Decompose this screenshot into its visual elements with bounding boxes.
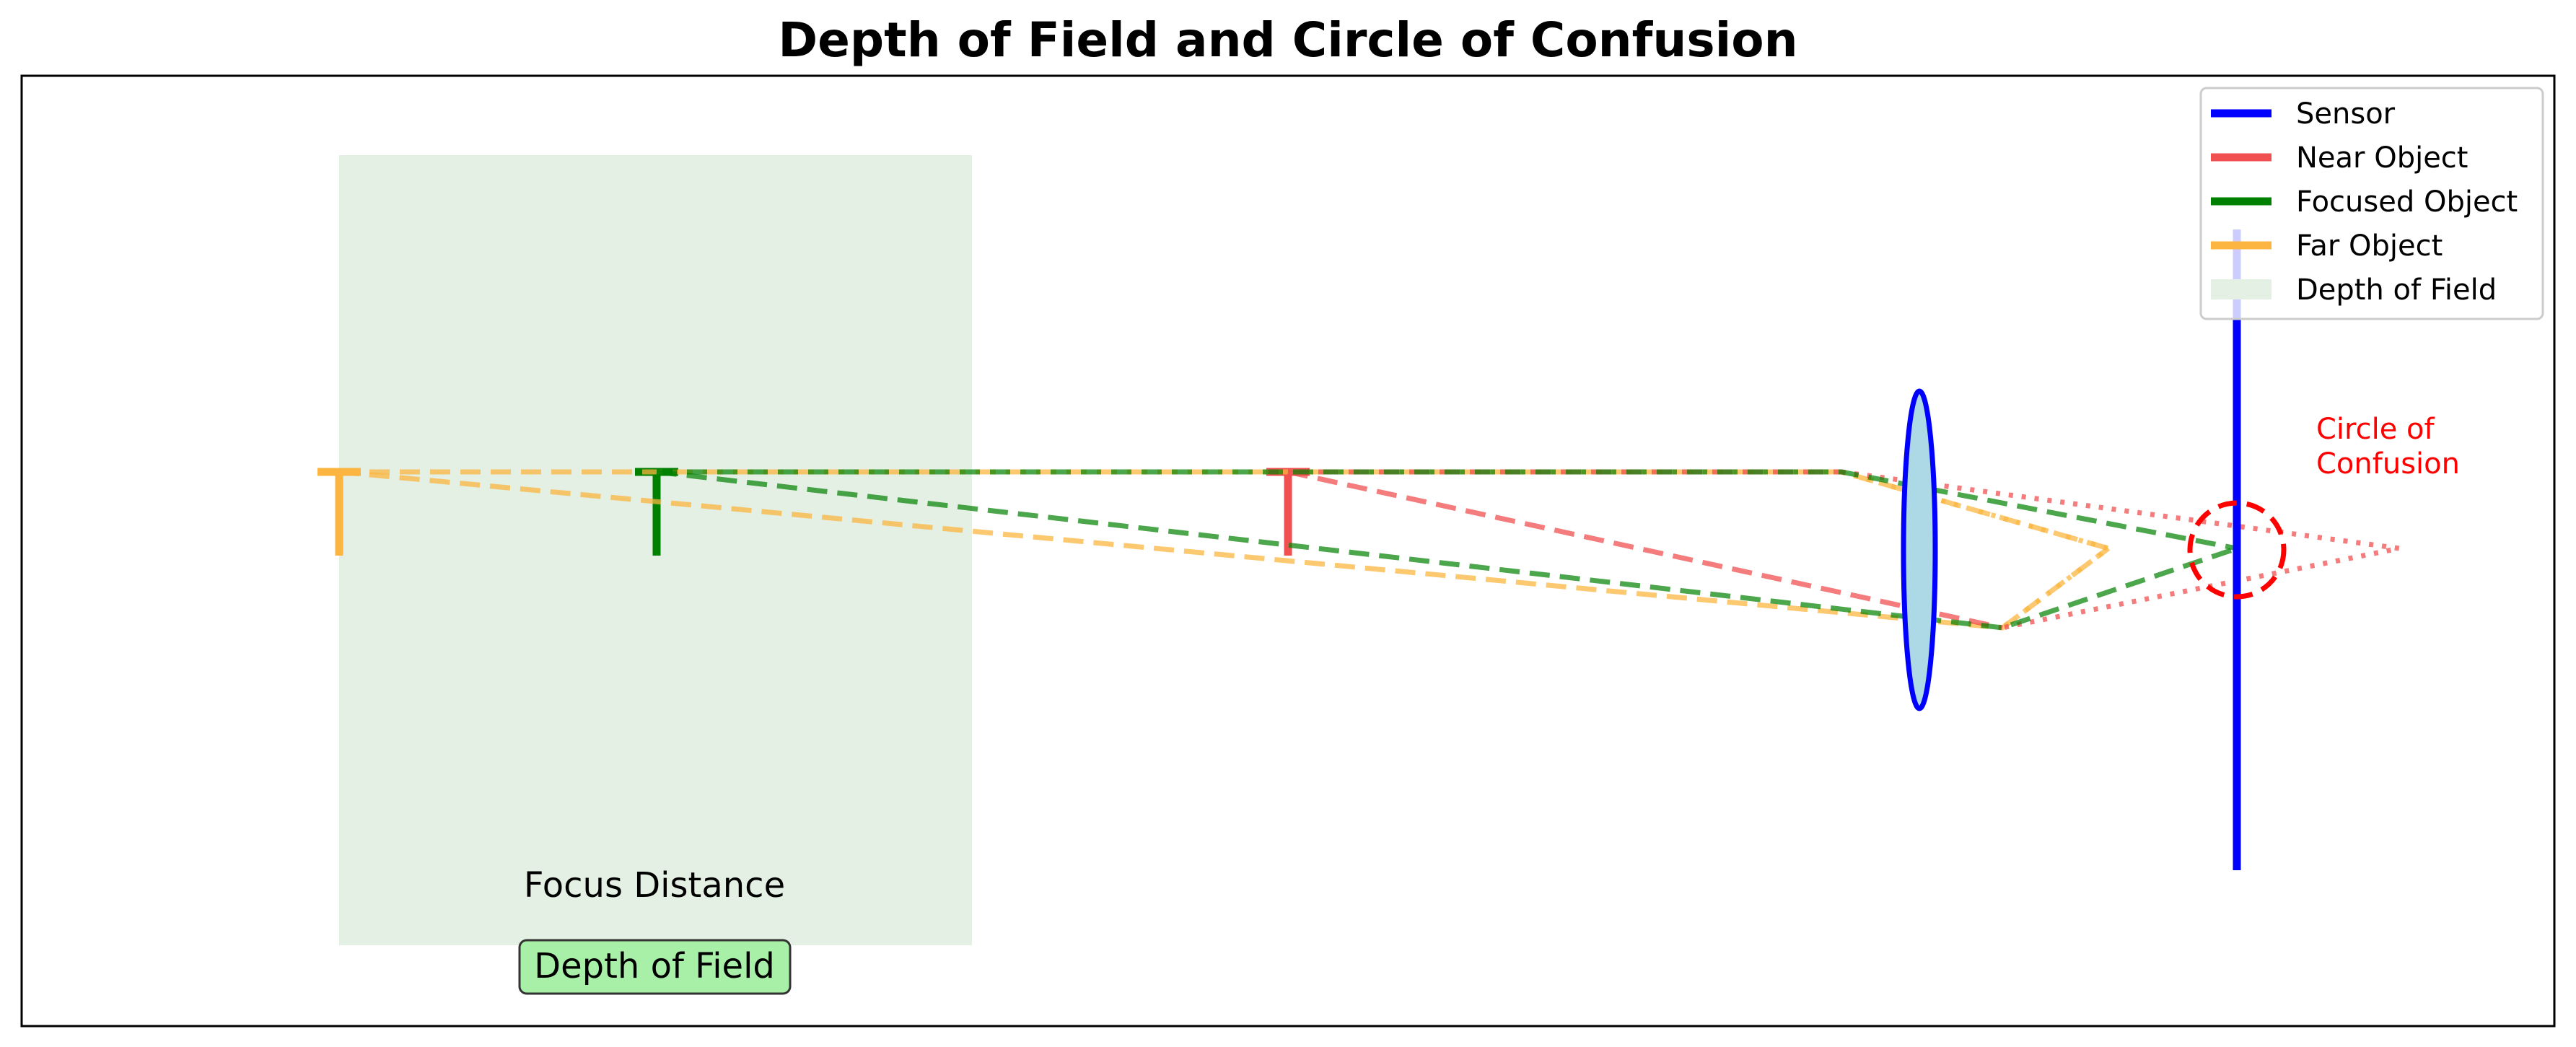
legend-item-sensor: Sensor bbox=[2211, 97, 2396, 131]
diagram-title: Depth of Field and Circle of Confusion bbox=[778, 12, 1797, 68]
legend-label-focused-object: Focused Object bbox=[2296, 185, 2518, 219]
legend-item-depth-of-field: Depth of Field bbox=[2211, 273, 2497, 307]
legend-label-near-object: Near Object bbox=[2296, 141, 2468, 175]
legend-label-sensor: Sensor bbox=[2296, 97, 2396, 131]
legend-item-focused-object: Focused Object bbox=[2211, 185, 2518, 219]
coc-label-line1: Circle of bbox=[2316, 413, 2435, 446]
legend-label-far-object: Far Object bbox=[2296, 229, 2443, 263]
legend-item-near-object: Near Object bbox=[2211, 141, 2468, 175]
legend-swatch-depth-of-field bbox=[2211, 279, 2271, 299]
depth-of-field-box: Depth of Field bbox=[518, 939, 792, 995]
focused-object-rays bbox=[656, 469, 2238, 631]
depth-of-field-box-bg bbox=[518, 939, 792, 995]
legend: Sensor Near Object Focused Object Far Objec… bbox=[2199, 87, 2544, 320]
circle-of-confusion bbox=[2187, 500, 2287, 600]
legend-box bbox=[2199, 87, 2544, 320]
lens bbox=[1901, 388, 1938, 711]
legend-item-far-object: Far Object bbox=[2211, 229, 2443, 263]
legend-label-depth-of-field: Depth of Field bbox=[2296, 273, 2497, 307]
circle-of-confusion-label: Circle of Confusion bbox=[2316, 413, 2460, 481]
coc-label-line2: Confusion bbox=[2316, 447, 2460, 481]
focus-distance-label: Focus Distance bbox=[524, 865, 785, 906]
depth-of-field-box-label: Depth of Field bbox=[534, 946, 775, 986]
